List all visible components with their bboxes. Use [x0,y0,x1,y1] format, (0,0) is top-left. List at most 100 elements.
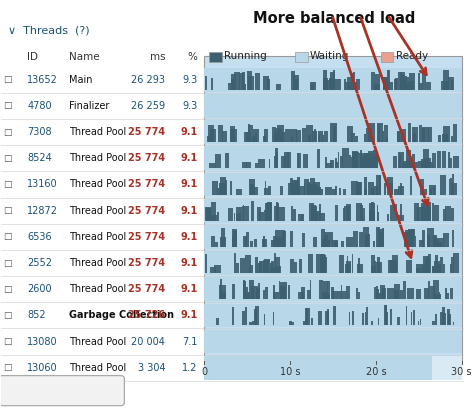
Bar [234,72,240,90]
Bar [418,73,420,90]
Text: 10 s: 10 s [280,367,300,377]
Bar [427,162,433,169]
Bar [204,356,462,380]
Bar [377,257,380,273]
Text: Ready: Ready [396,51,428,61]
Bar [366,163,373,169]
Text: 9.1: 9.1 [180,127,198,137]
Bar [351,133,355,142]
Bar [289,178,293,195]
Bar [365,312,366,326]
Text: 25 774: 25 774 [128,127,165,137]
Bar [378,318,379,326]
Bar [374,154,378,169]
Bar [264,129,268,142]
Bar [435,255,438,273]
Text: 2552: 2552 [27,258,52,268]
Bar [369,210,375,221]
Bar [311,84,315,90]
Bar [210,78,213,90]
Text: 25 774: 25 774 [128,258,165,268]
Bar [398,71,404,90]
Bar [294,79,298,90]
Bar [428,127,432,142]
Bar [395,78,398,90]
Bar [346,261,351,273]
Bar [371,202,374,221]
Bar [454,156,459,169]
Bar [434,262,440,273]
Bar [294,180,299,195]
Bar [422,149,429,169]
Bar [242,72,245,90]
Bar [251,201,254,221]
Bar [326,163,333,169]
Bar [250,184,254,195]
Bar [419,124,421,142]
Bar [432,322,435,326]
Bar [221,292,227,299]
Bar [398,151,404,169]
Bar [210,215,217,221]
Bar [211,181,218,195]
Bar [290,129,297,142]
Bar [252,322,256,326]
Bar [280,132,285,142]
Bar [334,186,337,195]
Bar [371,72,375,90]
Bar [254,309,257,326]
Text: Finalizer: Finalizer [69,101,110,111]
Bar [450,264,452,273]
Bar [347,126,353,142]
Bar [254,133,257,142]
Bar [436,242,442,247]
Bar [389,183,393,195]
Bar [230,126,235,142]
Bar [310,178,315,195]
Text: □: □ [3,285,11,294]
Bar [242,206,249,221]
Bar [318,135,320,142]
Bar [412,154,415,169]
Text: 13080: 13080 [27,337,58,346]
Bar [335,158,337,169]
Text: Thread Pool: Thread Pool [69,258,126,268]
Text: More balanced load: More balanced load [253,11,415,26]
Text: 0: 0 [201,367,208,377]
Bar [384,125,388,142]
Bar [204,199,462,222]
Bar [245,308,247,326]
Bar [218,125,222,142]
Bar [400,204,403,221]
Bar [273,253,276,273]
Text: Thread Pool: Thread Pool [69,363,126,373]
Bar [299,259,302,273]
Bar [239,73,244,90]
Bar [220,279,222,299]
Bar [280,186,283,195]
Text: 25 726: 25 726 [128,310,165,320]
Bar [404,232,411,247]
Bar [366,234,370,247]
Bar [290,206,293,221]
Bar [273,236,277,247]
Text: 26 259: 26 259 [131,101,165,111]
Bar [421,159,425,169]
Bar [263,236,265,247]
Bar [291,188,297,195]
Bar [322,135,324,142]
Bar [217,212,219,221]
Bar [219,177,226,195]
Bar [274,132,278,142]
Bar [275,257,280,273]
Bar [346,204,351,221]
Bar [295,51,308,62]
Bar [278,207,280,221]
Bar [234,253,236,273]
Text: 20 s: 20 s [366,367,386,377]
Bar [264,188,269,195]
Bar [281,155,287,169]
Bar [414,203,420,221]
Bar [290,259,294,273]
Bar [427,203,429,221]
